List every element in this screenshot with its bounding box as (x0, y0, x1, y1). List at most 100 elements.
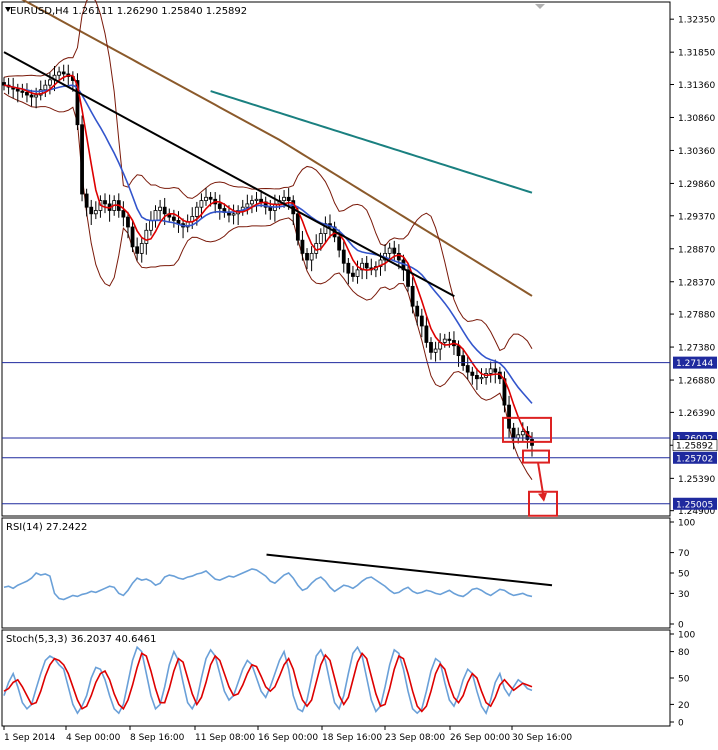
candle-body (268, 206, 273, 211)
candle-body (84, 193, 89, 208)
price-panel-frame (1, 1, 671, 517)
candle-body (61, 71, 66, 75)
candle-body (20, 90, 25, 93)
candle-body (89, 206, 94, 215)
candle-body (57, 71, 61, 76)
price-tick-label: 1.26390 (678, 409, 715, 419)
candle-body (309, 252, 314, 261)
candle-body (121, 210, 126, 218)
candle-body (38, 89, 43, 96)
candle-body (520, 431, 525, 436)
stochastic-main-line (3, 645, 533, 716)
stochastic-tick-label: 50 (678, 675, 690, 685)
time-tick-label: 4 Sep 00:00 (66, 733, 121, 743)
candle-body (139, 243, 144, 254)
price-panel[interactable]: 1.32350 1.31850 1.31360 1.30860 1.30360 1.298… (1, 0, 718, 517)
candle-body (80, 124, 84, 195)
rsi-line (3, 568, 533, 601)
annotation-box-small[interactable] (522, 449, 550, 464)
price-tick-label: 1.27380 (678, 344, 715, 354)
candle-body (493, 368, 498, 373)
candle-body (15, 88, 20, 92)
price-trendline[interactable] (3, 51, 455, 298)
candle-body (488, 368, 493, 374)
candle-body (355, 269, 360, 277)
price-level-tag-label: 1.27144 (676, 359, 713, 369)
stochastic-signal-line (3, 651, 533, 713)
time-tick-label: 8 Sep 16:00 (130, 733, 185, 743)
rsi-panel[interactable]: 100 70 50 30 0 RSI(14) 27.2422 (1, 517, 695, 631)
candle-body (254, 198, 259, 202)
ma-mid-line (3, 84, 533, 404)
stochastic-series (3, 645, 533, 716)
candle-body (424, 325, 429, 343)
candle-body (245, 203, 250, 208)
candle-body (286, 196, 291, 202)
candle-body (337, 236, 342, 251)
time-tick-label: 30 Sep 16:00 (512, 733, 572, 743)
time-tick-label: 18 Sep 16:00 (322, 733, 382, 743)
stochastic-tick-label: 0 (678, 719, 684, 729)
price-tick-label: 1.31850 (678, 49, 715, 59)
candle-body (433, 348, 438, 353)
candle-body (29, 94, 34, 98)
time-tick-label: 23 Sep 08:00 (385, 733, 445, 743)
candle-body (387, 247, 392, 254)
price-tick-label: 1.31360 (678, 81, 715, 91)
candle-body (429, 342, 433, 353)
candle-body (351, 272, 355, 277)
stochastic-tick-label: 80 (678, 648, 690, 658)
candle-body (406, 269, 410, 287)
time-tick-label: 11 Sep 08:00 (195, 733, 255, 743)
price-tick-label: 1.26880 (678, 377, 715, 387)
candle-body (447, 338, 452, 341)
candle-body (25, 92, 29, 96)
candle-body (149, 219, 153, 231)
candle-body (461, 355, 466, 366)
time-tick-label: 26 Sep 00:00 (450, 733, 510, 743)
candle-body (126, 216, 130, 228)
candle-body (250, 200, 254, 205)
candle-body (300, 239, 305, 254)
stochastic-panel[interactable]: 100 80 50 20 0 Stoch(5,3,3) 36.2037 40.6461 (1, 629, 695, 729)
candle-body (93, 210, 98, 215)
price-tick-label: 1.27880 (678, 311, 715, 321)
ma-long-line (210, 90, 533, 194)
candle-body (295, 213, 300, 241)
annotation-box-current[interactable] (502, 416, 552, 443)
bollinger-upper (3, 0, 533, 352)
price-tick-label: 1.25390 (678, 475, 715, 485)
rsi-trendline[interactable] (266, 553, 553, 587)
annotation-box-target[interactable] (528, 490, 558, 517)
price-panel-title: EURUSD,H4 1.26111 1.26290 1.25840 1.2589… (10, 6, 247, 17)
stochastic-panel-title: Stoch(5,3,3) 36.2037 40.6461 (6, 634, 157, 645)
ma-fast-line (3, 74, 533, 439)
candle-body (346, 262, 351, 274)
collapse-triangle-down-icon[interactable] (5, 7, 11, 12)
annotations[interactable] (502, 416, 558, 517)
scroll-marker-triangle-down-icon[interactable] (535, 4, 545, 9)
rsi-tick-label: 100 (678, 519, 695, 529)
stochastic-axis: 100 80 50 20 0 (670, 631, 695, 729)
candle-body (392, 247, 397, 254)
candle-body (171, 216, 176, 221)
price-tick-label: 1.28370 (678, 278, 715, 288)
candle-body (231, 213, 236, 216)
candle-body (48, 79, 52, 86)
rsi-tick-label: 50 (678, 570, 690, 580)
price-level-tag (673, 497, 717, 510)
time-tick-label: 16 Sep 00:00 (258, 733, 318, 743)
candle-body (162, 206, 167, 215)
stochastic-tick-label: 100 (678, 631, 695, 641)
annotation-arrowhead (538, 492, 547, 502)
rsi-tick-label: 70 (678, 549, 690, 559)
candle-body (153, 210, 158, 221)
rsi-tick-label: 0 (678, 621, 684, 631)
time-axis: 1 Sep 2014 4 Sep 00:00 8 Sep 16:00 11 Sep 0… (3, 726, 572, 743)
candle-body (378, 259, 383, 267)
candle-body (135, 246, 140, 254)
candle-body (465, 365, 470, 373)
candle-body (130, 226, 135, 248)
